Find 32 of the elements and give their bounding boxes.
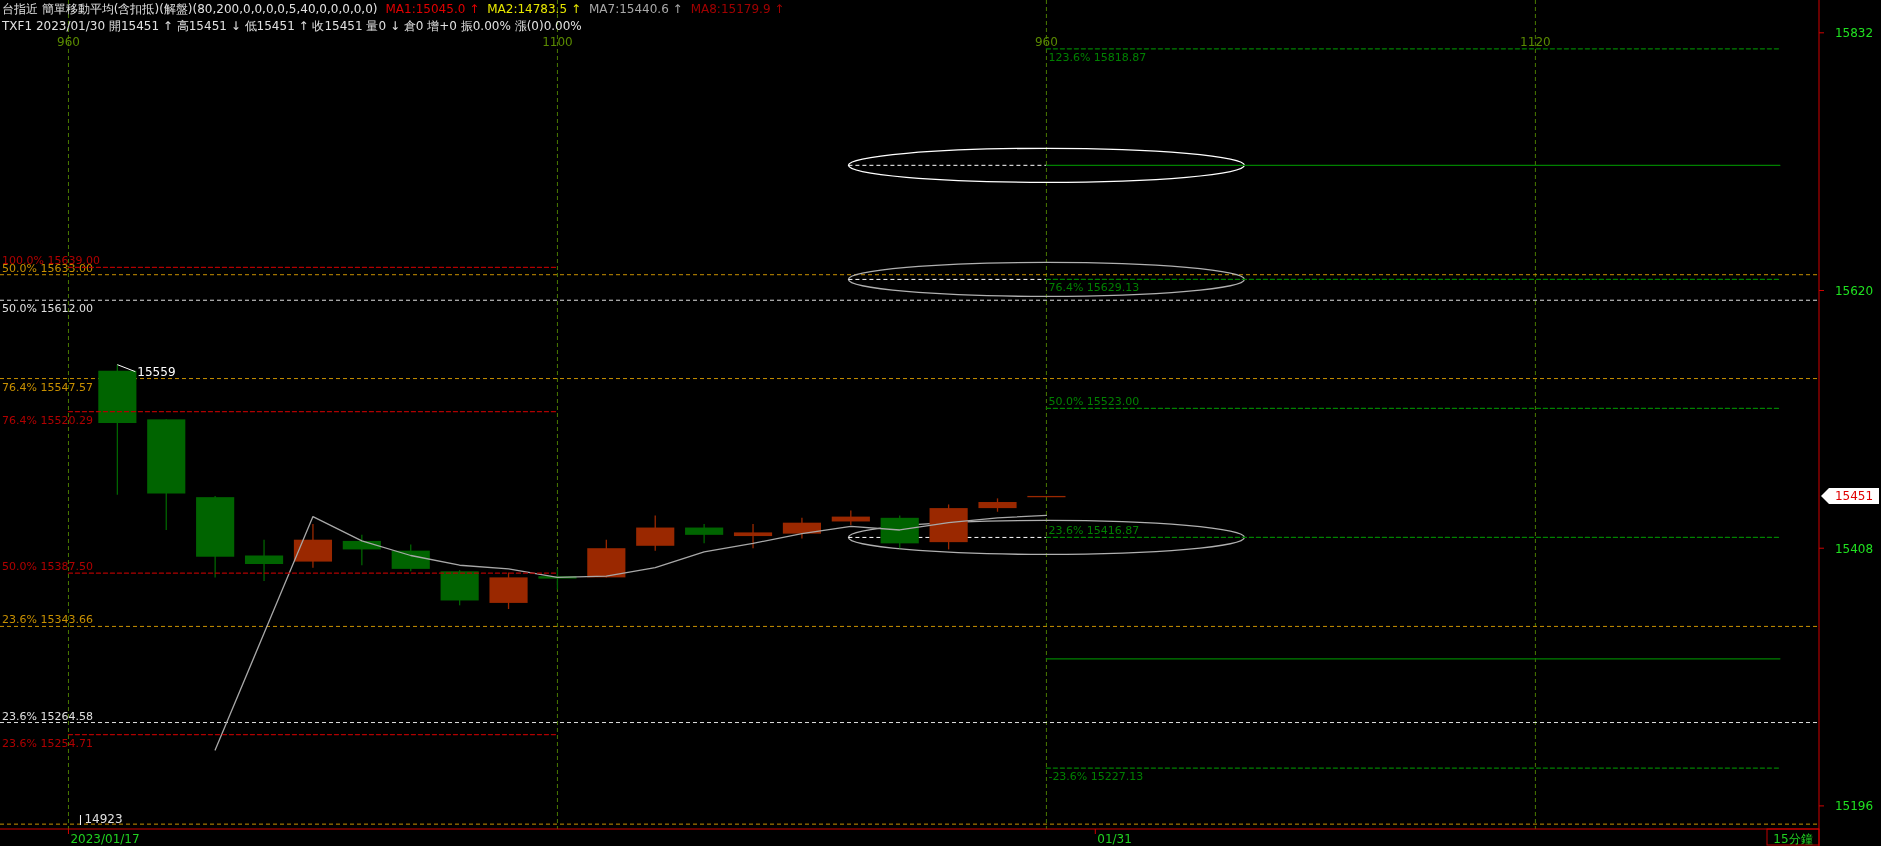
- text: MA2:14783.5 ↑: [487, 2, 581, 16]
- x-tick-label: 960: [1034, 35, 1058, 49]
- x-tick-label: 1100: [542, 35, 573, 49]
- y-tick-label: 15196: [1834, 799, 1874, 814]
- ref-line-label: 76.4% 15547.57: [2, 380, 93, 394]
- annotation: 76.4% 15629.13: [1048, 281, 1140, 295]
- annotation: 15559: [137, 364, 176, 379]
- y-tick-label: 15408: [1834, 541, 1874, 556]
- text: 01/31: [1097, 832, 1132, 846]
- annotation: -23.6% 15227.13: [1048, 770, 1144, 784]
- ref-line-label: 23.6% 15343.66: [2, 613, 93, 627]
- text: MA7:15440.6 ↑: [588, 2, 683, 16]
- text: 15分鐘: [1773, 832, 1813, 846]
- annotation: 123.6% 15818.87: [1048, 50, 1147, 64]
- annotation: 50.0% 15523.00: [1048, 395, 1140, 409]
- text: 2023/01/17: [70, 832, 140, 846]
- text: MA8:15179.9 ↑: [690, 2, 785, 16]
- chart-title: 台指近 簡單移動平均(含扣抵)(解盤)(80,200,0,0,0,0,5,40,0,0,0,0,0): [2, 2, 378, 16]
- text: MA1:15045.0 ↑: [385, 2, 480, 16]
- ref-line-label: 23.6% 15264.58: [2, 709, 93, 723]
- y-tick-label: 15832: [1834, 26, 1874, 41]
- text: TXF1 2023/01/30 開15451 ↑ 高15451 ↓ 低15451 ↑ 收15451 量0 ↓ 倉0 增+0 振0.00% 漲(0)0.00%: [2, 19, 582, 33]
- y-tick-label: 15620: [1834, 284, 1874, 299]
- ref-line-label: 50.0% 15612.00: [2, 302, 93, 316]
- text: 15451: [1834, 489, 1874, 504]
- annotation: 23.6% 15254.71: [2, 736, 93, 750]
- x-tick-label: 1120: [1520, 35, 1551, 49]
- annotation: 23.6% 15416.87: [1048, 524, 1140, 538]
- annotation: 14923: [84, 812, 123, 826]
- x-tick-label: 960: [57, 35, 80, 49]
- annotation: 76.4% 15520.29: [2, 413, 93, 427]
- annotation: 50.0% 15387.50: [2, 560, 93, 574]
